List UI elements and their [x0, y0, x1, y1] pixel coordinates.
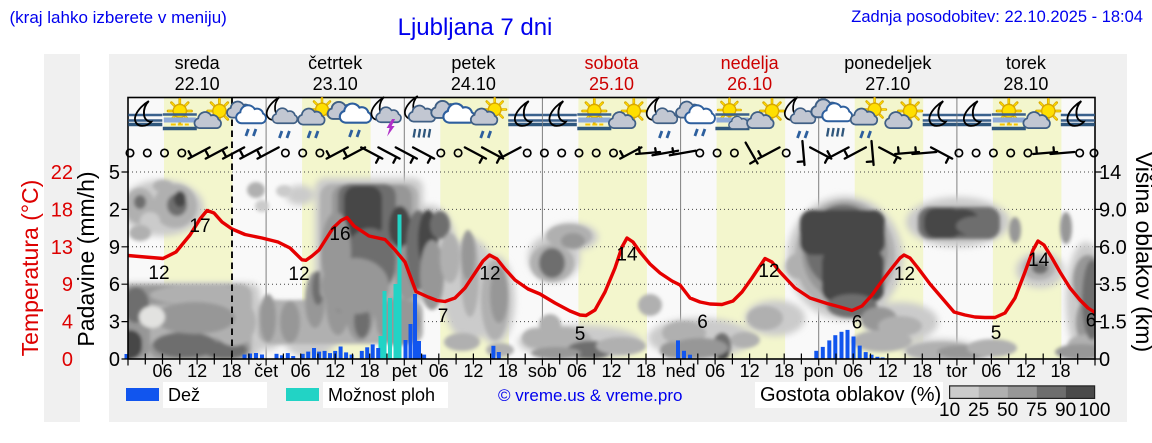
svg-text:Višina oblakov (km): Višina oblakov (km) — [1131, 152, 1152, 352]
svg-text:50: 50 — [997, 400, 1018, 421]
svg-text:6: 6 — [697, 312, 708, 333]
svg-text:0: 0 — [1099, 349, 1110, 371]
svg-text:tor: tor — [946, 361, 967, 381]
svg-text:6: 6 — [852, 313, 863, 334]
svg-text:1.5: 1.5 — [1099, 312, 1127, 334]
svg-text:90: 90 — [1055, 400, 1076, 421]
svg-text:6.0: 6.0 — [1099, 237, 1127, 259]
svg-text:© vreme.us & vreme.pro: © vreme.us & vreme.pro — [498, 386, 682, 405]
svg-text:četrtek: četrtek — [308, 53, 363, 73]
svg-text:12: 12 — [878, 361, 898, 381]
svg-text:14: 14 — [616, 245, 638, 266]
svg-text:Zadnja posodobitev: 22.10.2025: Zadnja posodobitev: 22.10.2025 - 18:04 — [851, 8, 1143, 26]
svg-text:9: 9 — [109, 237, 120, 259]
svg-text:nedelja: nedelja — [721, 53, 780, 73]
svg-text:12: 12 — [187, 361, 207, 381]
svg-text:26.10: 26.10 — [727, 74, 772, 94]
svg-text:75: 75 — [1026, 400, 1047, 421]
svg-text:18: 18 — [1050, 361, 1070, 381]
svg-text:12: 12 — [148, 263, 169, 284]
svg-text:6: 6 — [109, 274, 120, 296]
svg-text:18: 18 — [360, 361, 380, 381]
svg-text:6: 6 — [1086, 311, 1097, 332]
svg-text:12: 12 — [758, 261, 779, 282]
svg-text:čet: čet — [254, 361, 278, 381]
svg-text:25: 25 — [968, 400, 989, 421]
svg-text:ponedeljek: ponedeljek — [844, 53, 932, 73]
svg-text:100: 100 — [1079, 400, 1111, 421]
svg-text:9.0: 9.0 — [1099, 199, 1127, 221]
svg-text:3.5: 3.5 — [1099, 274, 1127, 296]
svg-text:12: 12 — [463, 361, 483, 381]
svg-text:18: 18 — [498, 361, 518, 381]
svg-text:ned: ned — [666, 361, 696, 381]
svg-text:0: 0 — [62, 349, 73, 371]
svg-text:18: 18 — [222, 361, 242, 381]
svg-text:Ljubljana 7 dni: Ljubljana 7 dni — [398, 14, 553, 41]
svg-text:27.10: 27.10 — [865, 74, 910, 94]
svg-text:18: 18 — [51, 199, 73, 221]
svg-text:7: 7 — [438, 306, 449, 327]
svg-text:22.10: 22.10 — [175, 74, 220, 94]
svg-text:Možnost ploh: Možnost ploh — [328, 385, 435, 405]
svg-text:14: 14 — [1099, 162, 1121, 184]
svg-text:12: 12 — [740, 361, 760, 381]
svg-text:12: 12 — [288, 264, 309, 285]
svg-text:4: 4 — [62, 312, 73, 334]
svg-text:2: 2 — [109, 199, 120, 221]
svg-text:pon: pon — [804, 361, 834, 381]
svg-text:torek: torek — [1006, 53, 1047, 73]
svg-text:24.10: 24.10 — [451, 74, 496, 94]
svg-text:23.10: 23.10 — [313, 74, 358, 94]
svg-text:3: 3 — [109, 312, 120, 334]
svg-text:pet: pet — [392, 361, 417, 381]
svg-text:sobota: sobota — [584, 53, 639, 73]
svg-text:12: 12 — [479, 264, 500, 285]
svg-text:06: 06 — [705, 361, 725, 381]
svg-text:25.10: 25.10 — [589, 74, 634, 94]
svg-text:Dež: Dež — [168, 385, 200, 405]
svg-text:06: 06 — [843, 361, 863, 381]
svg-text:5: 5 — [575, 324, 586, 345]
svg-text:12: 12 — [1016, 361, 1036, 381]
svg-text:17: 17 — [189, 216, 210, 237]
svg-text:18: 18 — [912, 361, 932, 381]
svg-text:Temperatura (°C): Temperatura (°C) — [17, 180, 43, 357]
svg-text:5: 5 — [991, 323, 1002, 344]
svg-text:(kraj lahko izberete v meniju): (kraj lahko izberete v meniju) — [10, 8, 227, 27]
svg-text:06: 06 — [291, 361, 311, 381]
svg-text:9: 9 — [62, 274, 73, 296]
svg-text:12: 12 — [601, 361, 621, 381]
svg-text:06: 06 — [567, 361, 587, 381]
svg-text:10: 10 — [939, 400, 960, 421]
svg-text:18: 18 — [636, 361, 656, 381]
svg-text:0: 0 — [109, 349, 120, 371]
svg-text:18: 18 — [774, 361, 794, 381]
svg-text:14: 14 — [1028, 250, 1050, 271]
svg-text:06: 06 — [429, 361, 449, 381]
svg-text:Gostota oblakov (%): Gostota oblakov (%) — [760, 384, 941, 406]
svg-text:12: 12 — [325, 361, 345, 381]
svg-text:06: 06 — [152, 361, 172, 381]
svg-text:22: 22 — [51, 162, 73, 184]
svg-text:petek: petek — [451, 53, 496, 73]
svg-text:5: 5 — [109, 162, 120, 184]
svg-text:06: 06 — [981, 361, 1001, 381]
svg-text:16: 16 — [329, 224, 350, 245]
svg-text:28.10: 28.10 — [1003, 74, 1048, 94]
svg-text:sob: sob — [528, 361, 557, 381]
svg-text:sreda: sreda — [175, 53, 221, 73]
svg-text:Padavine (mm/h): Padavine (mm/h) — [73, 171, 99, 346]
svg-text:12: 12 — [894, 264, 915, 285]
svg-text:13: 13 — [51, 237, 73, 259]
